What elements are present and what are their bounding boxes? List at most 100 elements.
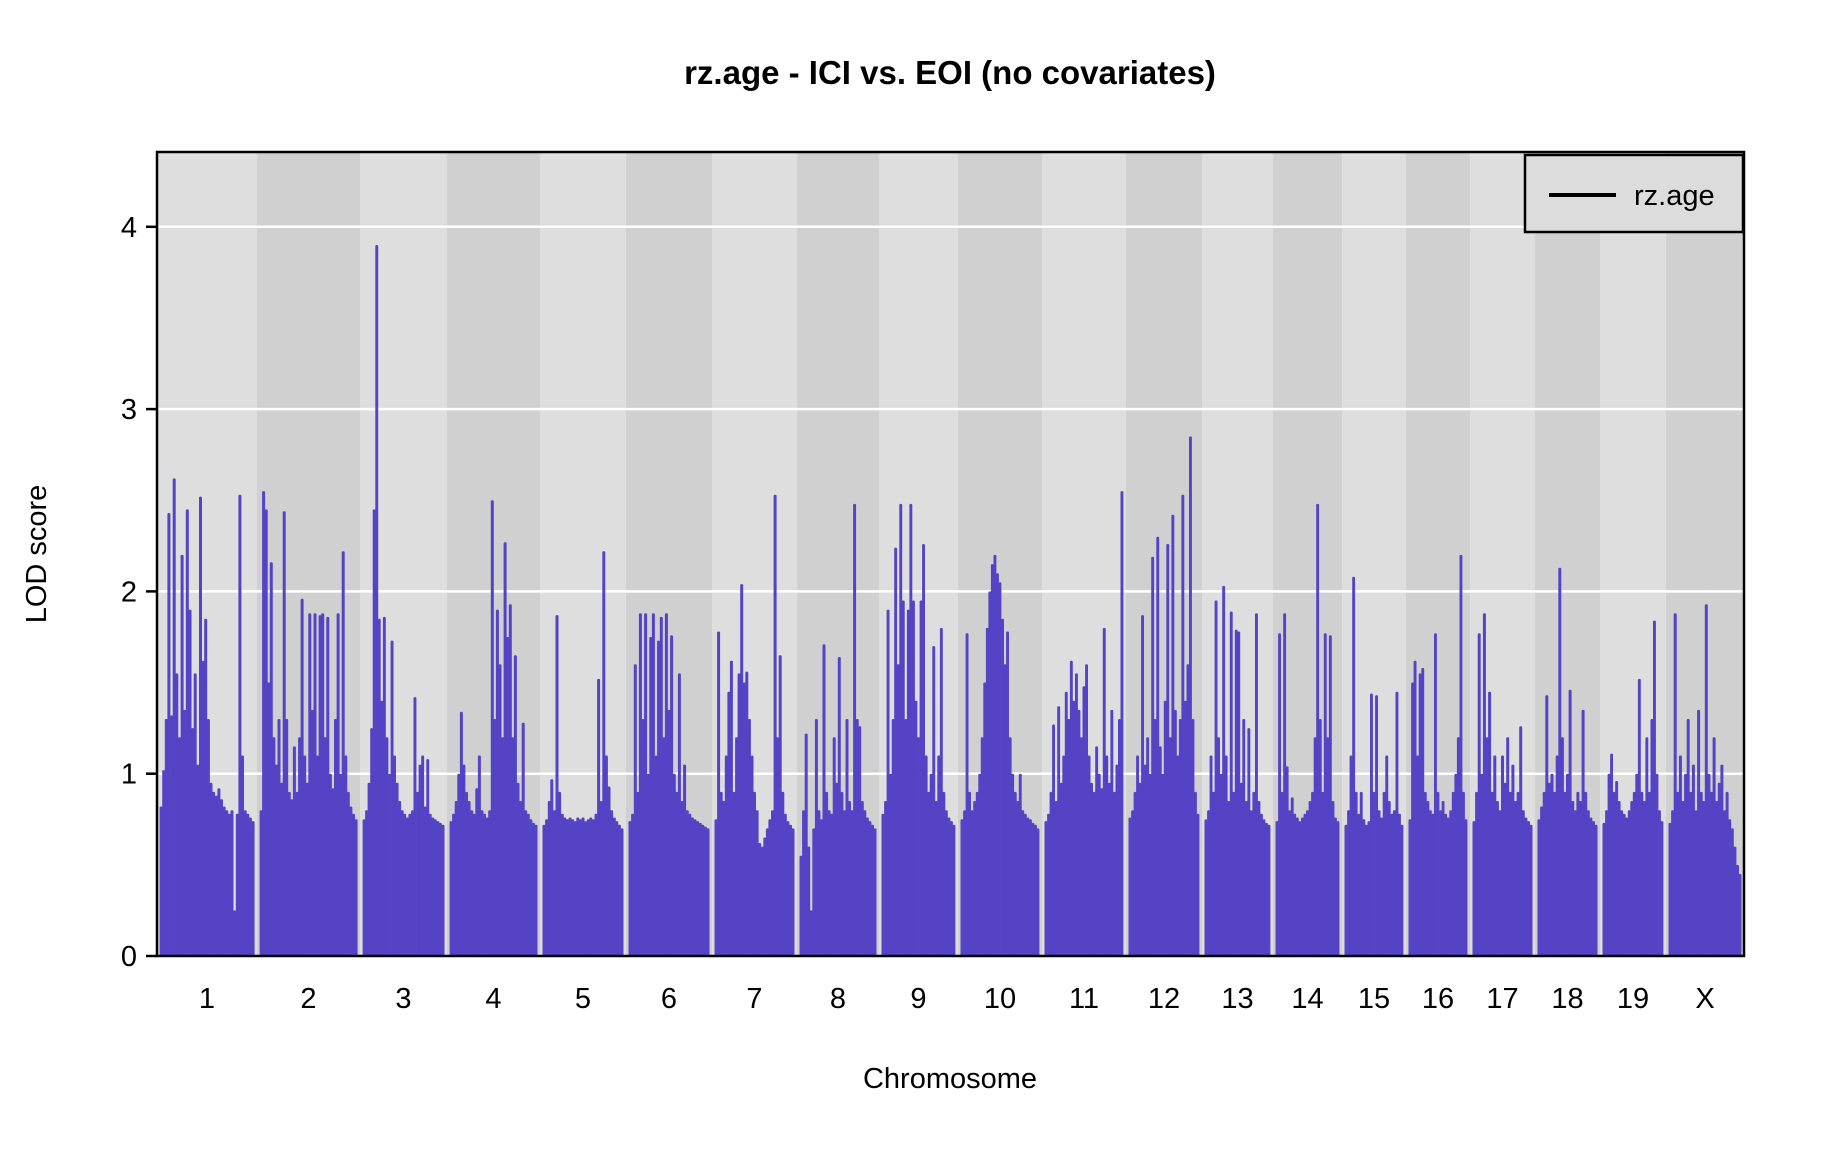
lod-bar xyxy=(1503,782,1507,956)
lod-bar xyxy=(1416,755,1420,956)
lod-bar xyxy=(1171,514,1175,956)
lod-bar xyxy=(472,813,476,956)
lod-bar xyxy=(1316,503,1320,956)
lod-bar xyxy=(1431,813,1435,956)
lod-bar xyxy=(178,737,181,956)
lod-bar xyxy=(768,819,772,956)
lod-bar xyxy=(377,618,381,956)
lod-bar xyxy=(439,822,442,956)
lod-bar xyxy=(975,791,979,956)
lod-bar xyxy=(1673,613,1677,956)
lod-bar xyxy=(1635,773,1639,956)
lod-bar xyxy=(1062,755,1066,956)
lod-bar xyxy=(929,773,933,956)
lod-bar xyxy=(524,810,528,956)
lod-bar xyxy=(1064,691,1068,956)
lod-bar xyxy=(615,821,619,956)
lod-bar xyxy=(914,700,918,956)
lod-bar xyxy=(1428,810,1432,956)
lod-bar xyxy=(365,810,368,956)
lod-bar xyxy=(175,673,179,956)
lod-bar xyxy=(1166,544,1170,956)
lod-bar xyxy=(1029,819,1032,956)
lod-bar xyxy=(1647,791,1651,956)
lod-bar xyxy=(1390,813,1394,956)
lod-bar xyxy=(400,810,404,956)
lod-series-chr-13 xyxy=(1204,585,1271,956)
lod-bar xyxy=(1331,801,1335,956)
lod-bar xyxy=(428,813,432,956)
lod-bar xyxy=(1156,536,1160,956)
lod-bar xyxy=(886,609,890,956)
lod-bar xyxy=(563,817,567,956)
lod-series-chr-2 xyxy=(259,491,358,956)
lod-bar xyxy=(1059,782,1063,956)
lod-bar xyxy=(901,600,905,956)
lod-bar xyxy=(354,819,358,956)
lod-bar xyxy=(1545,695,1549,956)
x-tick-label-4: 4 xyxy=(485,983,501,1015)
lod-bar xyxy=(1632,791,1636,956)
lod-bar xyxy=(1049,791,1053,956)
lod-bar xyxy=(1694,810,1698,956)
lod-bar xyxy=(1085,664,1088,956)
lod-bar xyxy=(1640,791,1644,956)
lod-bar xyxy=(1380,817,1384,956)
lod-bar xyxy=(1498,810,1502,956)
x-tick-label-2: 2 xyxy=(300,983,316,1015)
lod-bar xyxy=(220,799,223,956)
x-tick-label-14: 14 xyxy=(1291,983,1323,1015)
y-tick-label-4: 4 xyxy=(121,212,137,244)
lod-bar xyxy=(662,737,666,956)
lod-bar xyxy=(1602,822,1606,956)
lod-bar xyxy=(275,764,278,956)
lod-bar xyxy=(1436,791,1440,956)
lod-bar xyxy=(457,773,461,956)
lod-bar xyxy=(1480,773,1484,956)
lod-series-chr-6 xyxy=(628,613,710,956)
lod-bar xyxy=(809,910,813,956)
lod-bar xyxy=(1189,436,1192,956)
lod-bar xyxy=(670,635,674,956)
lod-bar xyxy=(303,755,307,956)
lod-bar xyxy=(498,664,502,956)
lod-bar xyxy=(865,817,869,956)
lod-bar xyxy=(323,737,327,956)
lod-bar xyxy=(1311,791,1314,956)
lod-bar xyxy=(644,613,648,956)
lod-bar xyxy=(899,503,903,956)
lod-bar xyxy=(1362,819,1366,956)
lod-bar xyxy=(896,664,900,956)
lod-bar xyxy=(1323,633,1327,956)
x-tick-label-12: 12 xyxy=(1148,983,1180,1015)
lod-bar xyxy=(1642,801,1646,956)
lod-bar xyxy=(735,737,739,956)
x-tick-label-16: 16 xyxy=(1422,983,1454,1015)
lod-bar xyxy=(1255,613,1258,956)
lod-bar xyxy=(501,737,505,956)
lod-bar xyxy=(1627,810,1631,956)
lod-bar xyxy=(506,637,510,956)
lod-bar xyxy=(641,719,645,956)
lod-bar xyxy=(1395,691,1399,956)
lod-bar xyxy=(1594,824,1598,956)
lod-bar xyxy=(1681,801,1685,956)
lod-bar xyxy=(753,791,756,956)
lod-bar xyxy=(1704,604,1708,956)
lod-bar xyxy=(1336,821,1340,956)
lod-bar xyxy=(1733,846,1737,956)
lod-bar xyxy=(1446,817,1450,956)
lod-bar xyxy=(1227,801,1231,956)
lod-bar xyxy=(1082,686,1086,956)
lod-bar xyxy=(789,824,792,956)
lod-bar xyxy=(781,791,785,956)
lod-bar xyxy=(1173,709,1177,956)
lod-bar xyxy=(1026,817,1030,956)
lod-bar xyxy=(1488,691,1492,956)
lod-bar xyxy=(576,817,580,956)
lod-bar xyxy=(664,613,668,956)
lod-bar xyxy=(1275,821,1279,956)
lod-bar xyxy=(390,640,394,956)
lod-bar xyxy=(1392,810,1396,956)
lod-bar xyxy=(675,791,679,956)
